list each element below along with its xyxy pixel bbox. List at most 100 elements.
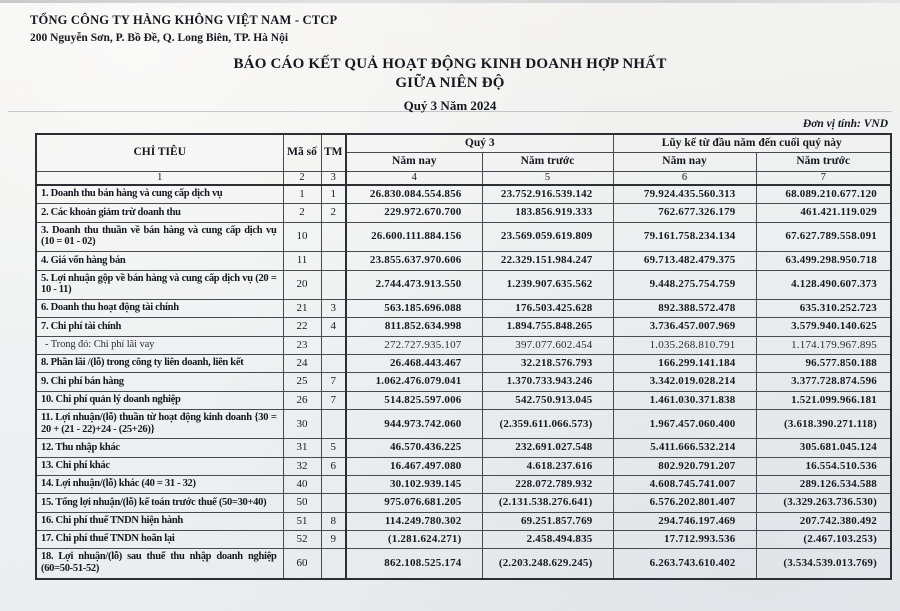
row-code-cell: 11 <box>282 251 322 271</box>
ytd-prior-value-cell: 635.310.252.723 <box>755 299 892 319</box>
ytd-prior-value-cell: 461.421.119.029 <box>755 203 892 223</box>
report-title: BÁO CÁO KẾT QUẢ HOẠT ĐỘNG KINH DOANH HỢP… <box>233 56 667 72</box>
table-row: 7. Chi phí tài chính 22 4 811.852.634.998 1.… <box>35 317 892 337</box>
ytd-prior-value-cell: 67.627.789.558.091 <box>755 221 892 253</box>
table-row: 6. Doanh thu hoạt động tài chính 21 3 563.1… <box>35 299 892 319</box>
ytd-current-value-cell: 79.924.435.560.313 <box>612 184 757 205</box>
row-note-cell <box>320 335 347 355</box>
ytd-prior-value-cell: (3.329.263.736.530) <box>755 493 892 513</box>
report-subtitle: GIỮA NIÊN ĐỘ <box>395 74 505 91</box>
header-ytd-current-year: Năm nay <box>612 152 757 173</box>
col-index: 7 <box>755 171 892 187</box>
q3-prior-value-cell: 1.894.755.848.265 <box>481 317 614 337</box>
q3-prior-value-cell: 176.503.425.628 <box>481 299 614 319</box>
header-row-indexes: 1 2 3 4 5 6 7 <box>35 171 892 187</box>
title-block: BÁO CÁO KẾT QUẢ HOẠT ĐỘNG KINH DOANH HỢP… <box>0 55 900 93</box>
row-note-cell: 4 <box>320 317 347 337</box>
q3-prior-value-cell: (2.203.248.629.245) <box>481 548 614 580</box>
row-label-cell: 12. Thu nhập khác <box>35 438 284 458</box>
row-code-cell: 1 <box>282 184 322 205</box>
row-label-cell: 5. Lợi nhuận gộp về bán hàng và cung cấp… <box>35 269 284 301</box>
row-code-cell: 40 <box>282 475 322 495</box>
header-ytd-prior-year: Năm trước <box>755 152 892 173</box>
ytd-current-value-cell: 5.411.666.532.214 <box>612 438 757 458</box>
ytd-current-value-cell: 4.608.745.741.007 <box>612 475 757 495</box>
table-row: 2. Các khoản giảm trừ doanh thu 2 2 229.972… <box>35 203 892 223</box>
table-row: 8. Phần lãi /(lỗ) trong công ty liên doa… <box>35 353 892 374</box>
q3-current-value-cell: 975.076.681.205 <box>345 493 483 513</box>
table-row: 17. Chi phí thuế TNDN hoãn lại 52 9 (1.281.… <box>35 529 892 550</box>
income-statement-table: CHỈ TIÊU Mã số TM Quý 3 Lũy kế từ đầu nă… <box>35 132 892 580</box>
ytd-prior-value-cell: 207.742.380.492 <box>755 511 892 531</box>
q3-current-value-cell: 23.855.637.970.606 <box>345 251 483 271</box>
row-code-cell: 50 <box>282 493 322 513</box>
currency-unit-note: Đơn vị tính: VND <box>802 117 888 130</box>
row-note-cell <box>320 251 347 271</box>
q3-prior-value-cell: (2.131.538.276.641) <box>481 493 614 513</box>
ytd-prior-value-cell: 3.377.728.874.596 <box>755 372 892 392</box>
col-index: 2 <box>282 171 322 187</box>
q3-prior-value-cell: 4.618.237.616 <box>481 456 614 477</box>
ytd-current-value-cell: 9.448.275.754.759 <box>612 269 757 301</box>
col-index: 5 <box>481 171 614 187</box>
q3-prior-value-cell: 228.072.789.932 <box>481 475 614 495</box>
ytd-prior-value-cell: 63.499.298.950.718 <box>755 251 892 271</box>
table-row: 5. Lợi nhuận gộp về bán hàng và cung cấp… <box>35 269 892 301</box>
row-note-cell <box>320 475 347 495</box>
header-row-groups: CHỈ TIÊU Mã số TM Quý 3 Lũy kế từ đầu nă… <box>35 132 892 173</box>
row-label-cell: 3. Doanh thu thuần về bán hàng và cung c… <box>35 221 284 253</box>
row-note-cell <box>320 353 347 374</box>
ytd-current-value-cell: 1.967.457.060.400 <box>612 408 757 440</box>
q3-prior-value-cell: 542.750.913.045 <box>481 390 614 410</box>
q3-prior-value-cell: 23.752.916.539.142 <box>481 184 614 205</box>
q3-prior-value-cell: 183.856.919.333 <box>481 203 614 223</box>
ytd-prior-value-cell: 4.128.490.607.373 <box>755 269 892 301</box>
row-note-cell: 3 <box>320 299 347 319</box>
row-note-cell <box>320 408 347 440</box>
row-note-cell: 7 <box>320 390 347 410</box>
row-note-cell: 8 <box>320 511 347 531</box>
ytd-current-value-cell: 3.736.457.007.969 <box>612 317 757 337</box>
col-index: 3 <box>320 171 347 187</box>
ytd-prior-value-cell: 16.554.510.536 <box>755 456 892 477</box>
ytd-current-value-cell: 1.461.030.371.838 <box>612 390 757 410</box>
row-note-cell <box>320 221 347 253</box>
header-criteria: CHỈ TIÊU <box>35 132 284 173</box>
ytd-current-value-cell: 6.263.743.610.402 <box>612 548 757 580</box>
row-label-cell: 6. Doanh thu hoạt động tài chính <box>35 299 284 319</box>
table-header: CHỈ TIÊU Mã số TM Quý 3 Lũy kế từ đầu nă… <box>35 132 892 187</box>
row-note-cell: 6 <box>320 456 347 477</box>
ytd-prior-value-cell: (3.618.390.271.118) <box>755 408 892 440</box>
table-body: 1. Doanh thu bán hàng và cung cấp dịch v… <box>35 184 892 580</box>
header-ytd-group: Lũy kế từ đầu năm đến cuối quý này <box>612 132 892 154</box>
q3-current-value-cell: 26.600.111.884.156 <box>345 221 483 253</box>
q3-prior-value-cell: (2.359.611.066.573) <box>481 408 614 440</box>
q3-current-value-cell: 2.744.473.913.550 <box>345 269 483 301</box>
q3-prior-value-cell: 32.218.576.793 <box>481 353 614 374</box>
q3-current-value-cell: 46.570.436.225 <box>345 438 483 458</box>
table-row: 1. Doanh thu bán hàng và cung cấp dịch v… <box>35 184 892 205</box>
header-q3-prior-year: Năm trước <box>481 152 614 173</box>
row-note-cell <box>320 548 347 580</box>
table-row: - Trong đó: Chi phí lãi vay 23 272.727.935… <box>35 335 892 355</box>
row-note-cell: 9 <box>320 529 347 550</box>
table-row: 13. Chi phí khác 32 6 16.467.497.080 4.618.2… <box>35 456 892 477</box>
row-code-cell: 26 <box>282 390 322 410</box>
ytd-current-value-cell: 3.342.019.028.214 <box>612 372 757 392</box>
q3-current-value-cell: 1.062.476.079.041 <box>345 372 483 392</box>
row-label-cell: 4. Giá vốn hàng bán <box>35 251 284 271</box>
table-row: 11. Lợi nhuận/(lỗ) thuần từ hoạt động ki… <box>35 408 892 440</box>
q3-prior-value-cell: 23.569.059.619.809 <box>481 221 614 253</box>
row-label-cell: 13. Chi phí khác <box>35 456 284 477</box>
ytd-current-value-cell: 69.713.482.479.375 <box>612 251 757 271</box>
ytd-current-value-cell: 294.746.197.469 <box>612 511 757 531</box>
ytd-prior-value-cell: 1.174.179.967.895 <box>755 335 892 355</box>
q3-prior-value-cell: 1.239.907.635.562 <box>481 269 614 301</box>
row-note-cell: 7 <box>320 372 347 392</box>
row-label-cell: - Trong đó: Chi phí lãi vay <box>35 335 284 355</box>
ytd-current-value-cell: 6.576.202.801.407 <box>612 493 757 513</box>
table-row: 16. Chi phí thuế TNDN hiện hành 51 8 114.24… <box>35 511 892 531</box>
report-period-wrap: Quý 3 Năm 2024 <box>0 97 900 115</box>
report-period: Quý 3 Năm 2024 <box>403 97 497 113</box>
